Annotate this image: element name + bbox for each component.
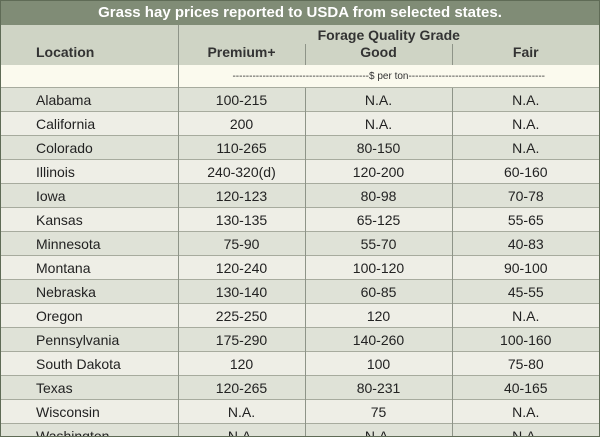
fair-cell: N.A. [451, 87, 599, 112]
location-cell: Texas [1, 375, 178, 400]
table-row: Alabama 100-215 N.A. N.A. [1, 87, 599, 112]
table-row: Pennsylvania 175-290 140-260 100-160 [1, 327, 599, 352]
location-cell: Illinois [1, 159, 178, 184]
good-cell: 75 [304, 399, 452, 424]
table-row: Iowa 120-123 80-98 70-78 [1, 183, 599, 208]
good-cell: 120 [304, 303, 452, 328]
table-row: Illinois 240-320(d) 120-200 60-160 [1, 159, 599, 184]
premium-cell: 200 [177, 111, 305, 136]
fair-cell: 70-78 [451, 183, 599, 208]
premium-header: Premium+ [177, 44, 305, 65]
table-row: Nebraska 130-140 60-85 45-55 [1, 279, 599, 304]
premium-cell: N.A. [177, 423, 305, 436]
table-row: Texas 120-265 80-231 40-165 [1, 375, 599, 400]
good-cell: 55-70 [304, 231, 452, 256]
location-cell: South Dakota [1, 351, 178, 376]
forage-quality-grade-header: Forage Quality Grade [177, 25, 599, 44]
table-row: Washington N.A. N.A. N.A. [1, 423, 599, 436]
good-cell: 100 [304, 351, 452, 376]
fair-cell: 40-83 [451, 231, 599, 256]
premium-cell: 130-140 [177, 279, 305, 304]
table-row: Kansas 130-135 65-125 55-65 [1, 207, 599, 232]
fair-cell: N.A. [451, 303, 599, 328]
fair-header: Fair [451, 44, 599, 65]
premium-cell: 75-90 [177, 231, 305, 256]
table-row: Wisconsin N.A. 75 N.A. [1, 399, 599, 424]
fair-cell: N.A. [451, 399, 599, 424]
fair-cell: 40-165 [451, 375, 599, 400]
premium-cell: 225-250 [177, 303, 305, 328]
good-cell: 65-125 [304, 207, 452, 232]
good-cell: N.A. [304, 111, 452, 136]
table-row: California 200 N.A. N.A. [1, 111, 599, 136]
header-row-group: Forage Quality Grade [1, 25, 599, 44]
good-cell: 80-231 [304, 375, 452, 400]
location-cell: Minnesota [1, 231, 178, 256]
location-cell: Montana [1, 255, 178, 280]
table-row: South Dakota 120 100 75-80 [1, 351, 599, 376]
premium-cell: 130-135 [177, 207, 305, 232]
fair-cell: 45-55 [451, 279, 599, 304]
unit-label: ----------------------------------------… [177, 65, 599, 88]
location-cell: Washington [1, 423, 178, 436]
fair-cell: 75-80 [451, 351, 599, 376]
location-cell: Wisconsin [1, 399, 178, 424]
fair-cell: 60-160 [451, 159, 599, 184]
premium-cell: 120-265 [177, 375, 305, 400]
fair-cell: 100-160 [451, 327, 599, 352]
table-row: Montana 120-240 100-120 90-100 [1, 255, 599, 280]
location-cell: Kansas [1, 207, 178, 232]
premium-cell: N.A. [177, 399, 305, 424]
fair-cell: N.A. [451, 135, 599, 160]
location-header: Location [1, 44, 178, 65]
fair-cell: N.A. [451, 111, 599, 136]
fair-cell: 90-100 [451, 255, 599, 280]
location-cell: Iowa [1, 183, 178, 208]
premium-cell: 110-265 [177, 135, 305, 160]
location-cell: Pennsylvania [1, 327, 178, 352]
table-row: Colorado 110-265 80-150 N.A. [1, 135, 599, 160]
premium-cell: 120-240 [177, 255, 305, 280]
good-cell: 120-200 [304, 159, 452, 184]
premium-cell: 120-123 [177, 183, 305, 208]
premium-cell: 240-320(d) [177, 159, 305, 184]
good-cell: 140-260 [304, 327, 452, 352]
price-table: Forage Quality Grade Location Premium+ G… [1, 25, 599, 436]
good-cell: N.A. [304, 423, 452, 436]
premium-cell: 100-215 [177, 87, 305, 112]
fair-cell: 55-65 [451, 207, 599, 232]
good-header: Good [304, 44, 452, 65]
table-title: Grass hay prices reported to USDA from s… [1, 1, 599, 25]
header-row-columns: Location Premium+ Good Fair [1, 44, 599, 65]
location-cell: Nebraska [1, 279, 178, 304]
unit-row: ----------------------------------------… [1, 65, 599, 88]
good-cell: 80-150 [304, 135, 452, 160]
good-cell: 80-98 [304, 183, 452, 208]
good-cell: 60-85 [304, 279, 452, 304]
table-row: Minnesota 75-90 55-70 40-83 [1, 231, 599, 256]
location-cell: Colorado [1, 135, 178, 160]
location-cell: California [1, 111, 178, 136]
premium-cell: 120 [177, 351, 305, 376]
fair-cell: N.A. [451, 423, 599, 436]
table-body: Alabama 100-215 N.A. N.A. California 200 N.A. N… [1, 87, 599, 436]
premium-cell: 175-290 [177, 327, 305, 352]
table-row: Oregon 225-250 120 N.A. [1, 303, 599, 328]
good-cell: 100-120 [304, 255, 452, 280]
good-cell: N.A. [304, 87, 452, 112]
location-cell: Alabama [1, 87, 178, 112]
location-cell: Oregon [1, 303, 178, 328]
